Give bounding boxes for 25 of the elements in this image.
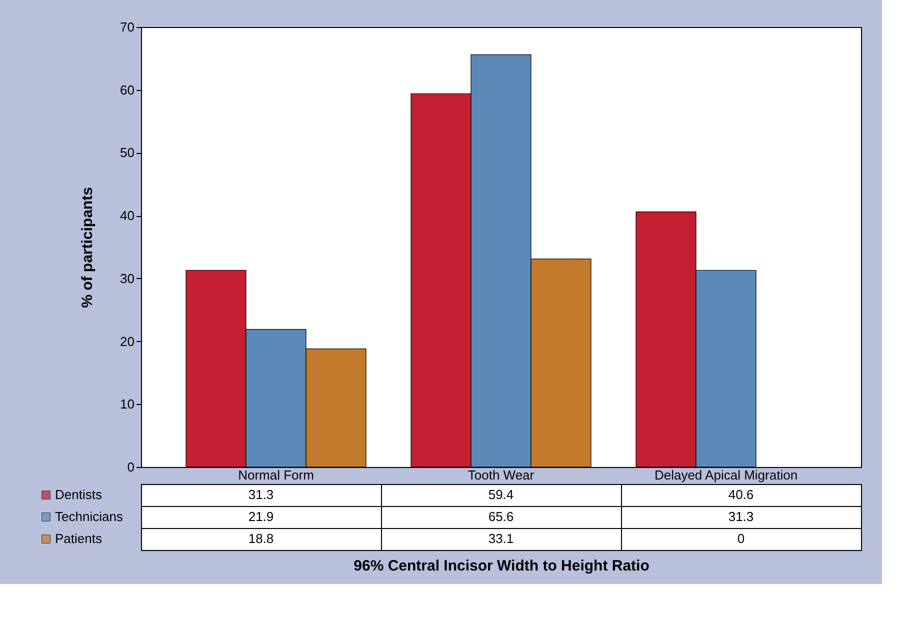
y-tick-label: 0 [127, 460, 134, 474]
x-tick-label: Tooth Wear [468, 468, 535, 482]
data-label: 31.3 [248, 487, 274, 502]
y-tick-label: 70 [120, 20, 134, 34]
legend-label: Patients [55, 531, 102, 546]
legend-label: Technicians [55, 509, 124, 524]
y-tick-label: 30 [120, 270, 134, 286]
y-tick-label: 60 [120, 82, 134, 98]
data-label: 21.9 [248, 509, 274, 524]
x-tick-label: Delayed Apical Migration [654, 468, 798, 482]
y-tick-label: 40 [120, 208, 134, 224]
data-label: 65.6 [488, 509, 514, 524]
data-label: 31.3 [728, 509, 754, 524]
data-label: 33.1 [488, 531, 514, 546]
y-tick-label: 10 [120, 396, 134, 412]
x-axis-title: 96% Central Incisor Width to Height Ratio [354, 558, 650, 574]
data-label: 0 [737, 531, 745, 546]
y-tick-label: 20 [120, 334, 134, 349]
y-axis-title: % of participants [79, 187, 96, 308]
legend-label: Dentists [55, 487, 102, 502]
data-label: 59.4 [488, 487, 514, 502]
data-label: 18.8 [248, 531, 274, 546]
y-tick-label: 50 [120, 145, 134, 160]
x-tick-label: Normal Form [238, 468, 314, 482]
data-label: 40.6 [728, 487, 754, 502]
